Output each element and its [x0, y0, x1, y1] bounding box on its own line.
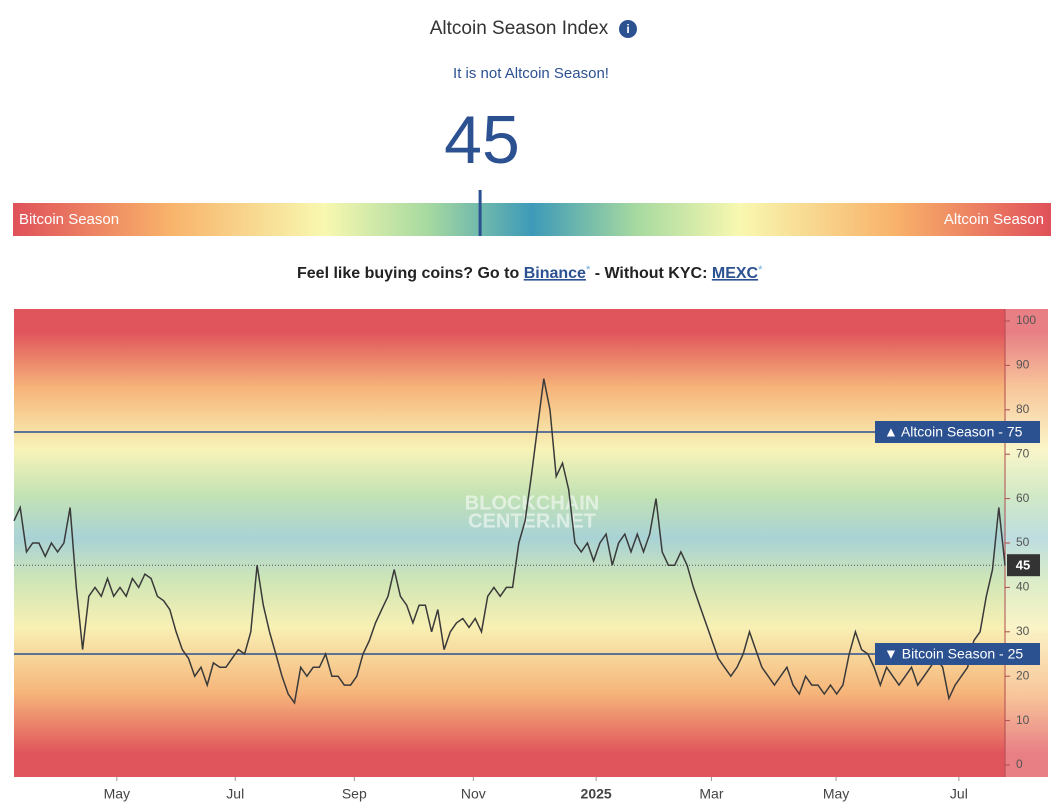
promo-text: Feel like buying coins? Go to — [297, 265, 519, 282]
star: * — [758, 264, 763, 276]
watermark: BLOCKCHAIN — [465, 492, 599, 514]
x-tick-label: Sep — [342, 786, 367, 802]
index-value: 45 — [444, 102, 520, 178]
y-tick-label: 90 — [1016, 358, 1030, 372]
y-tick-label: 100 — [1016, 313, 1036, 327]
y-tick-label: 40 — [1016, 580, 1030, 594]
info-icon-glyph: i — [626, 22, 629, 36]
promo-text: - Without KYC: — [595, 265, 708, 282]
binance-link[interactable]: Binance — [524, 265, 586, 282]
info-icon[interactable] — [619, 20, 637, 38]
current-label: 45 — [1016, 558, 1030, 573]
x-tick-label: Mar — [699, 786, 723, 802]
reference-label-box — [875, 643, 1040, 666]
index-line — [13, 378, 1006, 705]
reference-label: ▼ Bitcoin Season - 25 — [884, 646, 1023, 662]
x-tick-label: May — [104, 786, 130, 802]
chart-background — [14, 309, 1048, 777]
y-tick-label: 70 — [1016, 446, 1030, 460]
y-tick-label: 30 — [1016, 624, 1030, 638]
current-box — [1007, 554, 1040, 577]
status: It is not Altcoin Season! — [453, 65, 609, 82]
y-tick-label: 0 — [1016, 757, 1023, 771]
x-tick-label: Jul — [950, 786, 968, 802]
y-tick-label: 10 — [1016, 713, 1030, 727]
reference-label-box — [875, 420, 1040, 443]
x-tick-label: Jul — [226, 786, 244, 802]
y-tick-label: 60 — [1016, 491, 1030, 505]
axis-panel — [1005, 309, 1048, 777]
promo: Feel like buying coins? Go to Binance* -… — [297, 261, 763, 282]
mexc-link[interactable]: MEXC — [712, 265, 759, 282]
reference-label: ▲ Altcoin Season - 75 — [884, 424, 1023, 440]
star: * — [586, 264, 591, 276]
x-tick-label: May — [823, 786, 849, 802]
x-tick-label: 2025 — [581, 786, 612, 802]
x-tick-label: Nov — [461, 786, 486, 802]
gauge-right-label: Altcoin Season — [944, 211, 1044, 228]
y-tick-label: 80 — [1016, 402, 1030, 416]
title: Altcoin Season Index — [430, 18, 609, 39]
y-tick-label: 20 — [1016, 668, 1030, 682]
watermark: CENTER.NET — [468, 510, 596, 532]
y-tick-label: 50 — [1016, 535, 1030, 549]
gauge-left-label: Bitcoin Season — [19, 211, 119, 228]
gauge-bar — [13, 203, 1051, 236]
